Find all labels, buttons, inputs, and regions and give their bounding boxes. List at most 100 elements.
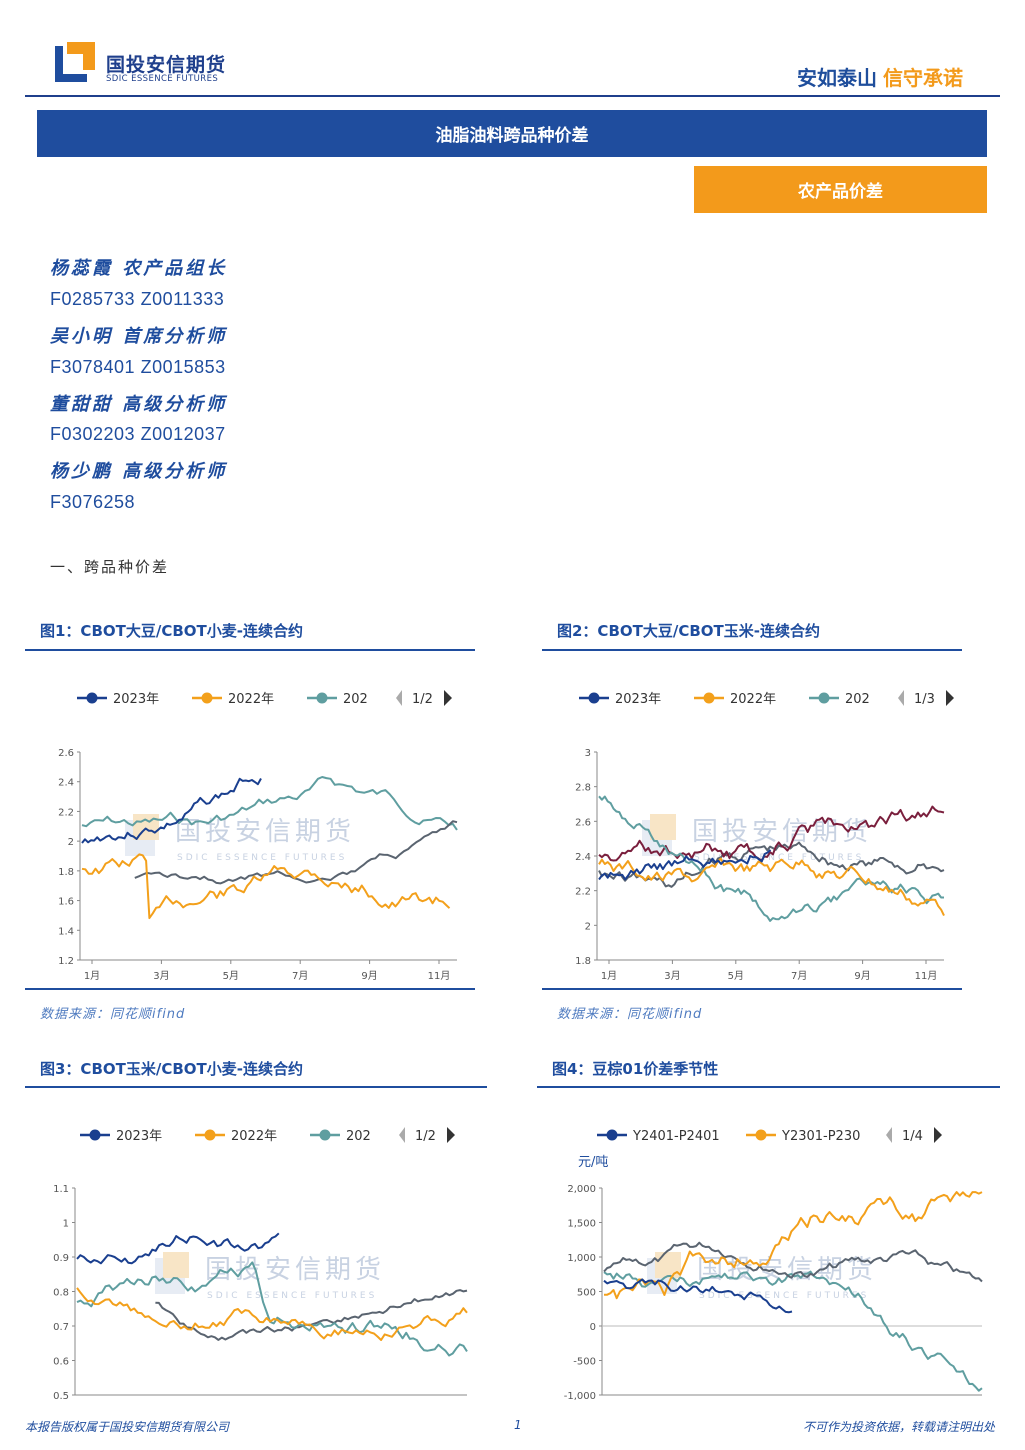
legend-marker bbox=[818, 692, 830, 704]
series-2022-line bbox=[598, 857, 945, 917]
chart-legend: 2023年 2022年 202 1/3 bbox=[579, 690, 954, 707]
legend-marker bbox=[319, 1129, 331, 1141]
y-tick-label: 1.8 bbox=[575, 956, 591, 967]
y-tick-label: 1.8 bbox=[58, 867, 74, 878]
y-tick-label: 0.6 bbox=[53, 1357, 69, 1368]
x-tick-label: 5月 bbox=[223, 970, 239, 982]
chart-rule bbox=[537, 1086, 1000, 1088]
watermark-text: 国投安信期货 bbox=[205, 1255, 385, 1285]
y-tick-label: 1.2 bbox=[58, 956, 74, 967]
series-2023-line bbox=[81, 777, 262, 844]
page-number: 1 bbox=[514, 1418, 522, 1432]
legend-label: 2023年 bbox=[116, 1129, 162, 1144]
pager-next-icon bbox=[444, 690, 452, 706]
y-tick-label: 2.4 bbox=[58, 778, 74, 789]
series-2022-line bbox=[76, 1287, 468, 1341]
chart-2: 2023年 2022年 202 1/3 国投安信期货 SDIC ESSENCE FUTUR… bbox=[575, 690, 954, 982]
y-tick-label: 2 bbox=[68, 837, 74, 848]
series-2021-line bbox=[598, 795, 944, 922]
legend-label: 2023年 bbox=[615, 692, 661, 707]
legend-label: 202 bbox=[845, 692, 870, 707]
x-tick-label: 9月 bbox=[854, 970, 870, 982]
y-tick-label: 2.8 bbox=[575, 783, 591, 794]
legend-label: Y2301-P230 bbox=[781, 1129, 860, 1144]
watermark-logo-icon bbox=[163, 1252, 189, 1278]
pager-next-icon bbox=[934, 1127, 942, 1143]
chart-rule bbox=[25, 988, 475, 990]
series-2021-line bbox=[81, 776, 458, 831]
legend-label: Y2401-P2401 bbox=[632, 1129, 720, 1144]
x-tick-label: 1月 bbox=[601, 970, 617, 982]
legend-marker bbox=[204, 1129, 216, 1141]
section-heading: 一、跨品种价差 bbox=[50, 558, 170, 576]
legend-marker bbox=[316, 692, 328, 704]
legend-label: 2022年 bbox=[231, 1129, 277, 1144]
legend-marker bbox=[86, 692, 98, 704]
y-tick-label: 2.6 bbox=[575, 817, 591, 828]
pager-label: 1/3 bbox=[914, 692, 935, 707]
y-tick-label: 2,000 bbox=[567, 1184, 596, 1195]
y-tick-label: 0.8 bbox=[53, 1288, 69, 1299]
watermark-logo-icon bbox=[655, 1252, 681, 1278]
header-divider bbox=[25, 95, 1000, 97]
legend-label: 2022年 bbox=[730, 692, 776, 707]
y-tick-label: 1,000 bbox=[567, 1253, 596, 1264]
author-name: 杨蕊霞 农产品组长 bbox=[50, 258, 228, 279]
legend-marker bbox=[588, 692, 600, 704]
pager-next-icon bbox=[946, 690, 954, 706]
legend-marker bbox=[201, 692, 213, 704]
series-2023-line bbox=[603, 1278, 793, 1314]
report-title: 油脂油料跨品种价差 bbox=[37, 110, 987, 157]
y-tick-label: 3 bbox=[585, 748, 591, 759]
author-code: F3078401 Z0015853 bbox=[50, 357, 226, 377]
series-grey-line bbox=[598, 841, 945, 888]
chart-legend: 2023年 2022年 202 1/2 bbox=[77, 690, 452, 707]
author-name: 吴小明 首席分析师 bbox=[50, 326, 228, 347]
report-category-badge: 农产品价差 bbox=[694, 166, 987, 213]
slogan: 安如泰山 信守承诺 bbox=[797, 62, 963, 91]
x-tick-label: 3月 bbox=[664, 970, 680, 982]
y-tick-label: 0.7 bbox=[53, 1322, 69, 1333]
y-tick-label: 1.1 bbox=[53, 1184, 69, 1195]
pager-prev-icon bbox=[886, 1127, 892, 1143]
y-tick-label: 2.6 bbox=[58, 748, 74, 759]
y-tick-label: 2.2 bbox=[58, 807, 74, 818]
series-2022-line bbox=[81, 853, 451, 920]
y-tick-label: -500 bbox=[573, 1357, 596, 1368]
pager-next-icon bbox=[447, 1127, 455, 1143]
chart-title-4: 图4：豆棕01价差季节性 bbox=[552, 1060, 719, 1078]
series-2021-line bbox=[76, 1261, 468, 1357]
author-name: 杨少鹏 高级分析师 bbox=[50, 461, 228, 482]
y-tick-label: 1,500 bbox=[567, 1219, 596, 1230]
watermark-text: 国投安信期货 bbox=[692, 817, 872, 847]
pager-prev-icon bbox=[396, 690, 402, 706]
watermark-logo-icon bbox=[650, 814, 676, 840]
series-2022-line bbox=[603, 1191, 983, 1300]
legend-label: 202 bbox=[343, 692, 368, 707]
y-tick-label: -1,000 bbox=[564, 1391, 596, 1402]
footer-copyright: 本报告版权属于国投安信期货有限公司 bbox=[25, 1420, 230, 1434]
chart-rule bbox=[25, 649, 475, 651]
watermark-text-en: SDIC ESSENCE FUTURES bbox=[177, 853, 347, 863]
slogan-part2: 信守承诺 bbox=[883, 66, 963, 90]
footer-disclaimer: 不可作为投资依据，转载请注明出处 bbox=[802, 1420, 995, 1434]
data-source: 数据来源：同花顺ifind bbox=[40, 1007, 186, 1022]
pager-label: 1/2 bbox=[415, 1129, 436, 1144]
chart-3: 2023年 2022年 202 1/2 国投安信期货 SDIC ESSENCE FUTUR… bbox=[53, 1127, 468, 1402]
series-grey-line bbox=[134, 820, 458, 885]
x-tick-label: 3月 bbox=[153, 970, 169, 982]
pager-prev-icon bbox=[399, 1127, 405, 1143]
y-tick-label: 0.9 bbox=[53, 1253, 69, 1264]
chart-title-2: 图2：CBOT大豆/CBOT玉米-连续合约 bbox=[557, 622, 820, 640]
pager-label: 1/4 bbox=[902, 1129, 923, 1144]
y-tick-label: 2 bbox=[585, 921, 591, 932]
x-tick-label: 11月 bbox=[915, 970, 938, 982]
y-tick-label: 0 bbox=[590, 1322, 596, 1333]
legend-label: 202 bbox=[346, 1129, 371, 1144]
series-grey-line bbox=[603, 1241, 983, 1283]
